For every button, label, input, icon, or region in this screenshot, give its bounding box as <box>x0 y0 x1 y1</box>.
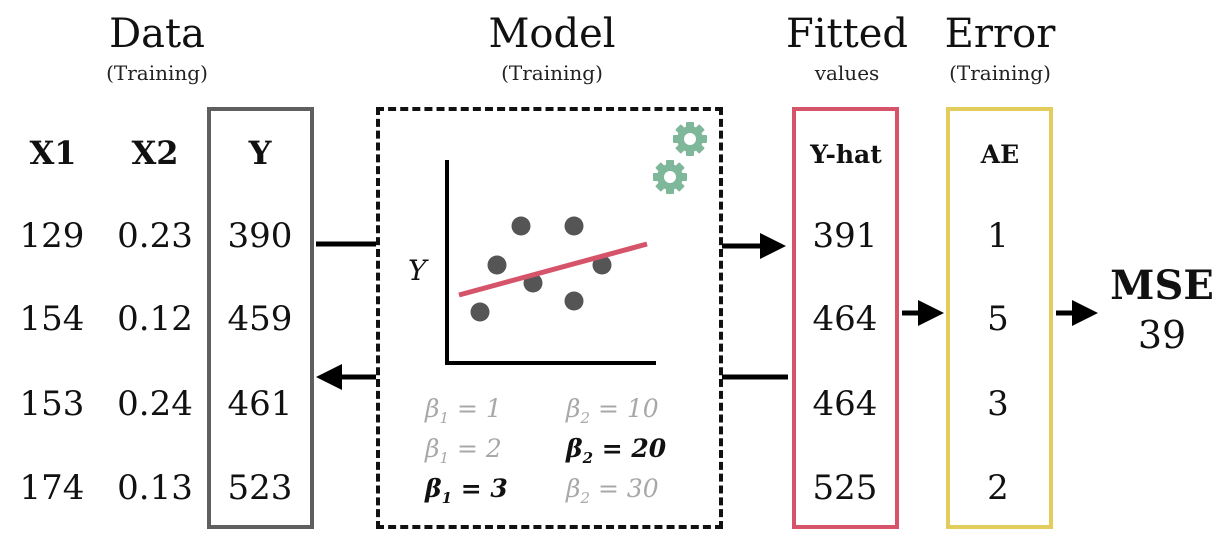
model-to-y-arrowhead <box>316 364 342 390</box>
beta-value: = 20 <box>593 434 666 463</box>
gear-icon <box>653 160 687 194</box>
beta-subscript: 1 <box>439 449 449 467</box>
mse-label: MSE <box>1104 266 1220 306</box>
beta1-option-1: β1 = 1 <box>425 396 502 426</box>
beta2-option-30: β2 = 30 <box>566 476 659 506</box>
mse-value: 39 <box>1104 316 1220 354</box>
beta-subscript: 2 <box>580 489 590 507</box>
plot-y-axis-label: Y <box>408 254 426 287</box>
fitted-to-error-arrowhead <box>918 300 944 326</box>
scatter-point <box>565 292 584 311</box>
beta-value: = 1 <box>449 394 502 423</box>
beta2-option-10: β2 = 10 <box>566 396 659 426</box>
beta-symbol: β <box>425 394 439 423</box>
beta-value: = 10 <box>590 394 659 423</box>
fit-line <box>459 244 647 295</box>
beta-symbol: β <box>566 394 580 423</box>
beta-symbol: β <box>425 434 439 463</box>
beta2-option-20-selected: β2 = 20 <box>566 436 666 466</box>
model-to-fitted-arrowhead <box>760 233 786 259</box>
beta-subscript: 1 <box>442 489 452 507</box>
beta-subscript: 1 <box>439 409 449 427</box>
beta-value: = 3 <box>452 474 508 503</box>
scatter-point <box>488 256 507 275</box>
beta1-option-2: β1 = 2 <box>425 436 502 466</box>
error-to-mse-arrowhead <box>1072 300 1098 326</box>
beta-subscript: 2 <box>583 449 593 467</box>
beta1-option-3-selected: β1 = 3 <box>425 476 508 506</box>
beta-symbol: β <box>566 474 580 503</box>
beta-subscript: 2 <box>580 409 590 427</box>
scatter-point <box>471 303 490 322</box>
beta-symbol: β <box>566 434 583 463</box>
scatter-point <box>565 217 584 236</box>
beta-value: = 2 <box>449 434 502 463</box>
scatter-point <box>512 217 531 236</box>
beta-value: = 30 <box>590 474 659 503</box>
beta-symbol: β <box>425 474 442 503</box>
gear-icon <box>673 122 707 156</box>
